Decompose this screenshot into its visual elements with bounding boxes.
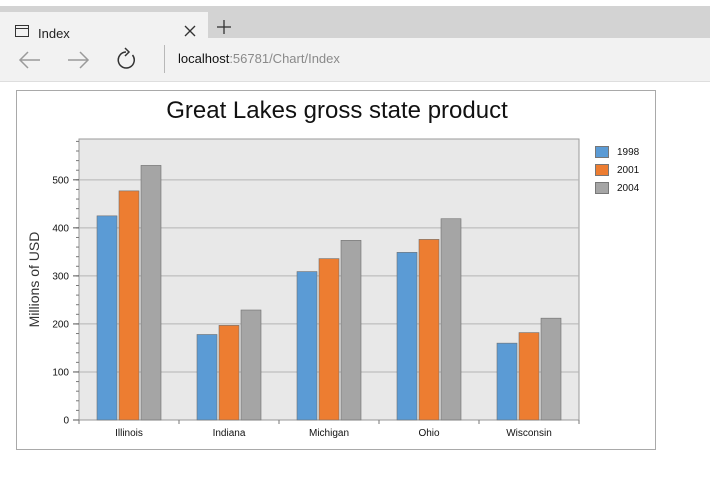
- address-bar[interactable]: localhost:56781/Chart/Index: [172, 47, 692, 71]
- legend-swatch: [595, 164, 609, 176]
- legend-label: 2001: [617, 164, 640, 176]
- chart-title: Great Lakes gross state product: [166, 97, 508, 124]
- y-tick-label: 500: [52, 175, 69, 186]
- chart-frame: Great Lakes gross state product 0 100 200 3…: [16, 90, 656, 450]
- bar-1998-illinois: [96, 215, 118, 421]
- y-tick-label: 0: [63, 416, 69, 427]
- chart-legend: 1998 2001 2004: [595, 143, 655, 197]
- y-tick-label: 200: [52, 319, 69, 330]
- bar-2004-wisconsin: [540, 317, 562, 421]
- page-content: Great Lakes gross state product 0 100 200 3…: [6, 82, 710, 484]
- bar-chart: 0 100 200 300 400 500 Millions of USD Illinois I…: [26, 138, 580, 439]
- page-icon: [15, 25, 29, 37]
- legend-swatch: [595, 182, 609, 194]
- legend-item: 2001: [595, 161, 655, 179]
- legend-item: 2004: [595, 179, 655, 197]
- tab-strip: Index: [0, 0, 710, 44]
- x-tick-label: Ohio: [418, 428, 440, 439]
- address-path: :56781/Chart/Index: [229, 51, 340, 66]
- bar-2001-indiana: [218, 325, 240, 421]
- y-tick-label: 100: [52, 367, 69, 378]
- tab-title: Index: [38, 26, 70, 41]
- bar-1998-michigan: [296, 271, 318, 421]
- legend-item: 1998: [595, 143, 655, 161]
- legend-swatch: [595, 146, 609, 158]
- browser-toolbar: localhost:56781/Chart/Index: [0, 38, 710, 82]
- bar-2001-illinois: [118, 190, 140, 421]
- forward-arrow-icon[interactable]: [64, 46, 92, 74]
- y-tick-label: 400: [52, 223, 69, 234]
- y-tick-label: 300: [52, 271, 69, 282]
- bar-2004-indiana: [240, 309, 262, 421]
- address-host: localhost: [178, 51, 230, 66]
- x-tick-label: Michigan: [309, 428, 349, 439]
- bar-2001-wisconsin: [518, 332, 540, 421]
- x-tick-label: Indiana: [213, 428, 246, 439]
- new-tab-icon[interactable]: [214, 17, 234, 37]
- legend-label: 1998: [617, 146, 640, 158]
- bar-2004-michigan: [340, 240, 362, 421]
- y-axis-title: Millions of USD: [26, 232, 42, 328]
- x-tick-label: Illinois: [115, 428, 143, 439]
- legend-label: 2004: [617, 182, 640, 194]
- bar-1998-ohio: [396, 252, 418, 421]
- refresh-icon[interactable]: [112, 46, 140, 74]
- address-separator: [164, 45, 165, 73]
- bar-1998-wisconsin: [496, 342, 518, 421]
- bar-2004-ohio: [440, 218, 462, 421]
- back-arrow-icon[interactable]: [16, 46, 44, 74]
- bar-2004-illinois: [140, 165, 162, 421]
- bar-1998-indiana: [196, 334, 218, 421]
- bar-2001-michigan: [318, 258, 340, 421]
- x-tick-label: Wisconsin: [506, 428, 552, 439]
- bar-2001-ohio: [418, 239, 440, 421]
- close-tab-icon[interactable]: [180, 21, 200, 41]
